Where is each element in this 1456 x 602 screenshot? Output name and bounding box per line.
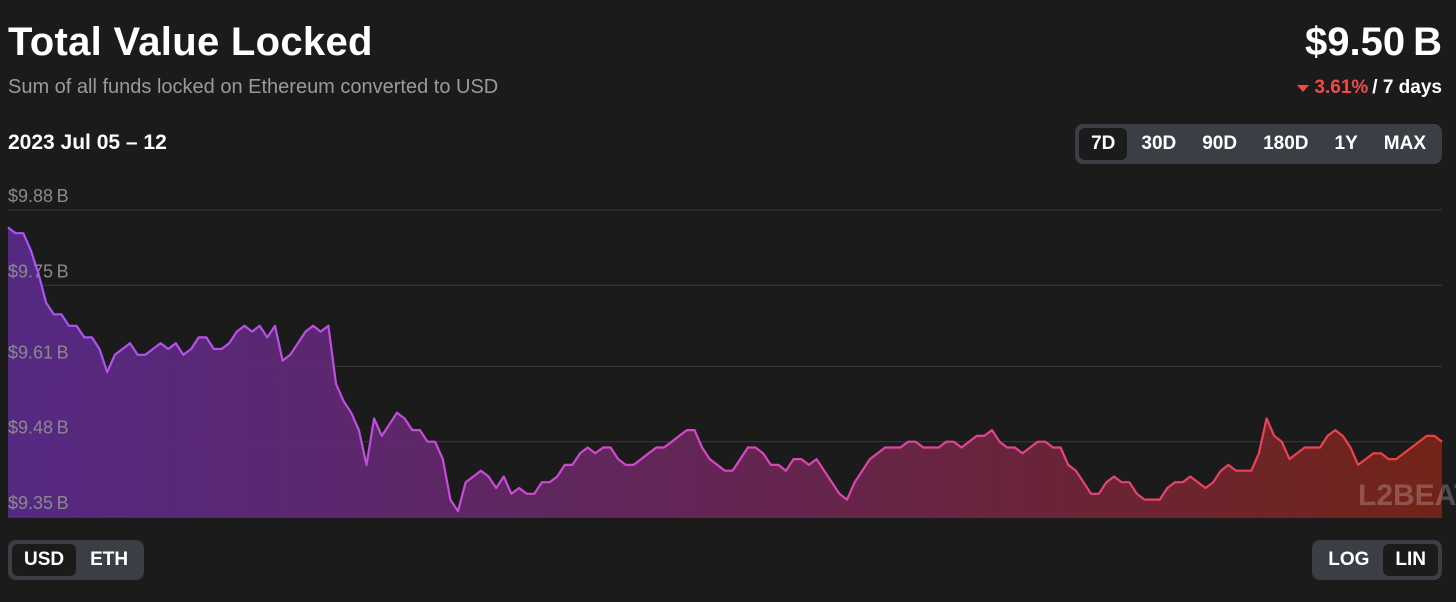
tvl-change: 3.61% / 7 days	[1297, 77, 1442, 99]
period-button-90d[interactable]: 90D	[1202, 133, 1238, 154]
tvl-value: $9.50 B	[1305, 20, 1442, 64]
period-button-7d[interactable]: 7D	[1079, 128, 1128, 160]
change-period: / 7 days	[1372, 77, 1442, 98]
date-range-label: 2023 Jul 05 – 12	[8, 131, 167, 154]
scale-button-lin[interactable]: LIN	[1383, 544, 1438, 576]
tvl-chart: $9.88 B$9.75 B$9.61 B$9.48 B$9.35 B L2BE…	[7, 186, 1456, 518]
change-percent: 3.61%	[1314, 77, 1369, 98]
triangle-down-icon	[1297, 84, 1310, 92]
scale-selector: LOG LIN	[1312, 540, 1442, 580]
unit-button-eth[interactable]: ETH	[90, 549, 129, 570]
tvl-line	[7, 226, 1443, 513]
unit-selector: USD ETH	[8, 540, 145, 580]
y-tick-label: $9.61 B	[8, 342, 69, 362]
period-selector: 7D 30D 90D 180D 1Y MAX	[1075, 124, 1442, 164]
unit-button-usd[interactable]: USD	[12, 544, 77, 576]
tvl-area	[8, 227, 1442, 517]
y-tick-label: $9.35 B	[8, 493, 69, 513]
y-axis-ticks: $9.88 B$9.75 B$9.61 B$9.48 B$9.35 B	[8, 186, 69, 513]
period-button-max[interactable]: MAX	[1383, 133, 1426, 154]
period-button-30d[interactable]: 30D	[1141, 133, 1177, 154]
change-negative: 3.61%	[1297, 77, 1368, 99]
page-subtitle: Sum of all funds locked on Ethereum conv…	[8, 76, 499, 98]
l2beat-watermark: L2BEAT	[1358, 479, 1456, 512]
period-button-180d[interactable]: 180D	[1263, 133, 1309, 154]
y-tick-label: $9.88 B	[8, 186, 69, 206]
page-title: Total Value Locked	[8, 20, 373, 64]
scale-button-log[interactable]: LOG	[1328, 549, 1370, 570]
y-tick-label: $9.48 B	[8, 418, 69, 438]
period-button-1y[interactable]: 1Y	[1334, 133, 1358, 154]
